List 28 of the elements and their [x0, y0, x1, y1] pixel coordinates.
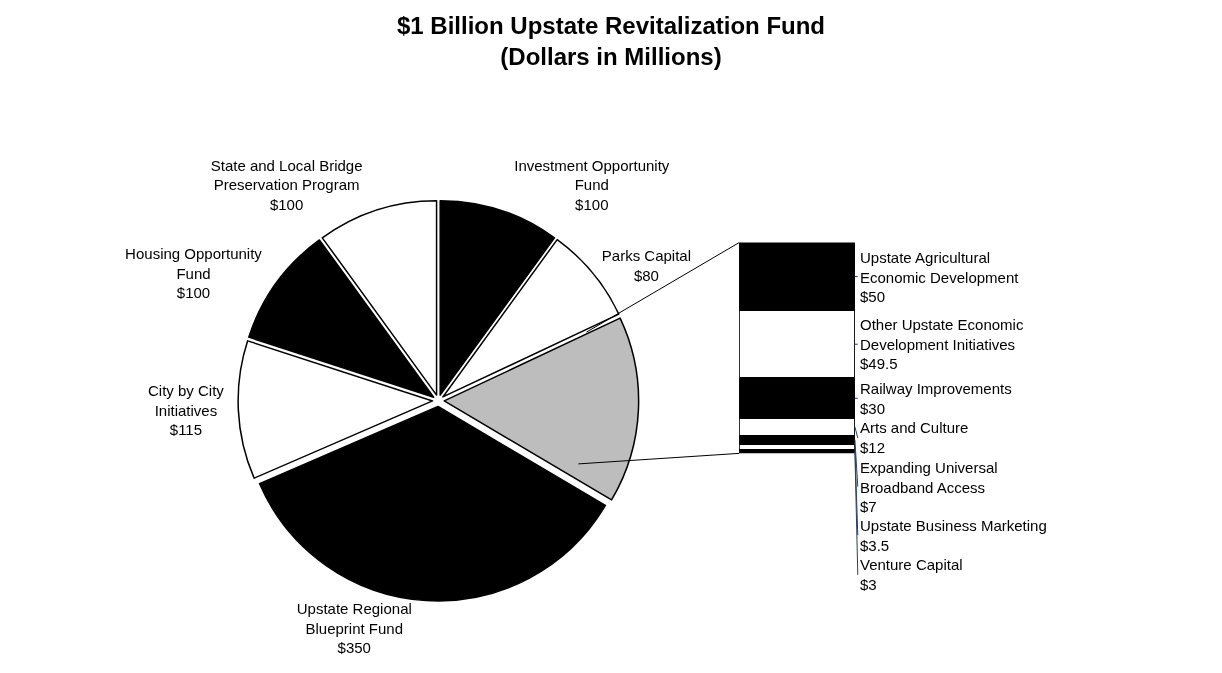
data-label: $80	[633, 266, 659, 284]
data-label: $49.5	[860, 355, 898, 372]
series-label: Upstate Agricultural Economic Development	[860, 249, 1020, 286]
data-label: $115	[169, 421, 203, 439]
data-label: $12	[860, 438, 886, 456]
series-label: Expanding Universal Broadband Access	[860, 459, 998, 496]
data-label: $3.5	[860, 536, 890, 554]
data-label: $100	[575, 195, 609, 213]
data-label: $30	[860, 399, 886, 417]
data-label: $3	[860, 575, 877, 593]
data-label: $350	[337, 639, 371, 657]
series-label: Railway Improvements	[860, 380, 1012, 397]
slice-label: Upstate Regional Blueprint Fund	[296, 600, 412, 637]
slice-label: Housing Opportunity Fund	[125, 245, 263, 282]
text: Venture Capital	[860, 556, 963, 573]
data-label: $7	[860, 498, 877, 515]
series-label: Arts and Culture	[860, 419, 969, 436]
slice-label: City by City Initiatives	[148, 382, 225, 419]
slice-label: Investment Opportunity Fund	[514, 156, 670, 194]
chart-title: $1 Billion Upstate Revitalization Fund	[396, 11, 826, 39]
text: Upstate Business Marketing	[860, 517, 1047, 534]
chart-subtitle: (Dollars in Millions)	[500, 42, 722, 70]
series-label: Other Upstate Economic Development Initiatives	[860, 316, 1024, 353]
slice-label: State and Local Bridge Preservation Program	[210, 156, 363, 194]
data-label: $100	[269, 195, 304, 213]
slice-label: Parks Capital	[601, 247, 692, 265]
data-label: $100	[176, 284, 211, 302]
data-label: $50	[860, 288, 886, 305]
